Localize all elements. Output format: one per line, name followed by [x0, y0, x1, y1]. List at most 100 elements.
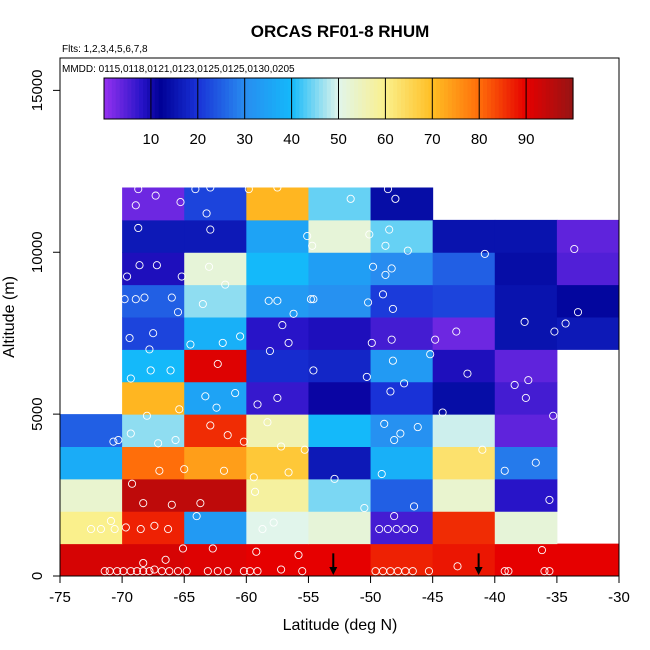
- heatmap-cell: [556, 284, 620, 318]
- heatmap-cell: [184, 478, 247, 512]
- colorbar-swatch: [467, 78, 472, 119]
- x-tick-label: -30: [608, 589, 630, 606]
- sample-point: [401, 525, 410, 534]
- colorbar-swatch: [502, 78, 508, 119]
- heatmap-cell: [494, 478, 558, 512]
- sample-point: [521, 393, 530, 402]
- colorbar-swatch: [424, 78, 429, 119]
- colorbar-swatch: [213, 78, 218, 119]
- colorbar-swatch: [444, 78, 449, 119]
- heatmap-cell: [184, 446, 247, 480]
- sample-point: [135, 261, 144, 270]
- sample-point: [381, 241, 390, 250]
- heatmap-cell: [184, 543, 247, 577]
- sample-point: [206, 225, 215, 234]
- heatmap-cell: [308, 478, 372, 512]
- heatmap-cell: [432, 414, 496, 447]
- x-tick-label: -75: [49, 589, 71, 606]
- colorbar-swatch: [154, 78, 160, 119]
- sample-point: [504, 567, 513, 576]
- colorbar-swatch: [569, 78, 574, 119]
- sample-point: [431, 335, 440, 344]
- colorbar-swatch: [342, 78, 347, 119]
- colorbar-swatch: [256, 78, 261, 119]
- sample-point: [155, 466, 164, 475]
- heatmap-cell: [122, 317, 185, 350]
- colorbar: 10 20 30 40 50 60 70 80 90: [103, 77, 574, 148]
- colorbar-swatch: [440, 78, 445, 119]
- colorbar-tick-label: 10: [143, 131, 160, 148]
- colorbar-swatch: [283, 78, 289, 119]
- sample-point: [385, 225, 394, 234]
- sample-point: [198, 299, 207, 309]
- sample-point: [540, 567, 549, 576]
- colorbar-swatch: [158, 78, 164, 119]
- heatmap-cell: [246, 349, 309, 383]
- down-arrow-marker: [474, 553, 483, 575]
- plot-frame: [59, 57, 620, 577]
- sample-point: [110, 525, 119, 534]
- sample-point: [545, 495, 554, 504]
- colorbar-swatch: [303, 78, 308, 119]
- heatmap-cell: [432, 219, 496, 253]
- x-tick-label: -50: [360, 589, 382, 606]
- sample-point: [463, 369, 472, 378]
- sample-point: [413, 423, 422, 432]
- dates-label: MMDD: 0115,0118,0121,0123,0125,0125,0130…: [62, 64, 295, 75]
- heatmap-cell: [122, 349, 185, 383]
- sample-point: [165, 567, 174, 576]
- colorbar-swatch: [189, 78, 195, 119]
- sample-point: [375, 525, 384, 534]
- colorbar-swatch: [104, 78, 109, 119]
- colorbar-swatch: [150, 78, 156, 119]
- colorbar-swatch: [338, 78, 344, 119]
- sample-point: [388, 304, 397, 313]
- colorbar-swatch: [229, 78, 234, 119]
- colorbar-swatch: [139, 78, 144, 119]
- x-tick-label: -55: [298, 589, 320, 606]
- colorbar-swatch: [510, 78, 515, 119]
- sample-point: [330, 474, 339, 483]
- sample-point: [265, 346, 274, 356]
- heatmap-cell: [122, 414, 185, 447]
- sample-point: [524, 376, 533, 385]
- heatmap-cell: [494, 381, 558, 415]
- colorbar-tick-label: 40: [283, 131, 300, 148]
- colorbar-swatch: [334, 78, 340, 119]
- colorbar-swatch: [291, 78, 297, 119]
- sample-point: [213, 567, 222, 576]
- sample-point: [221, 280, 230, 289]
- sample-point: [152, 261, 161, 270]
- colorbar-swatch: [412, 78, 418, 119]
- sample-point: [308, 241, 317, 250]
- colorbar-swatch: [236, 78, 242, 119]
- colorbar-swatch: [307, 78, 312, 119]
- x-tick-label: -65: [173, 589, 195, 606]
- colorbar-swatch: [471, 78, 476, 119]
- colorbar-swatch: [530, 78, 535, 119]
- sample-point: [161, 555, 170, 564]
- sample-point: [309, 366, 318, 375]
- heatmap-cell: [122, 446, 185, 480]
- colorbar-swatch: [182, 78, 187, 119]
- heatmap-cell: [432, 284, 496, 318]
- colorbar-swatch: [361, 78, 367, 119]
- colorbar-swatch: [221, 78, 226, 119]
- sample-point: [378, 290, 388, 299]
- sample-point: [136, 525, 145, 534]
- colorbar-swatch: [217, 78, 222, 119]
- sample-point: [167, 500, 176, 509]
- colorbar-swatch: [299, 78, 304, 119]
- colorbar-swatch: [506, 78, 512, 119]
- sample-point: [409, 525, 419, 534]
- colorbar-swatch: [561, 78, 566, 119]
- colorbar-swatch: [311, 78, 316, 119]
- colorbar-swatch: [369, 78, 375, 119]
- colorbar-swatch: [436, 78, 441, 119]
- heatmap-cell: [308, 414, 372, 447]
- sample-point: [206, 183, 215, 192]
- heatmap-cells: [60, 187, 620, 577]
- heatmap-cell: [184, 381, 247, 415]
- sample-point: [380, 419, 389, 428]
- sample-point: [134, 185, 143, 194]
